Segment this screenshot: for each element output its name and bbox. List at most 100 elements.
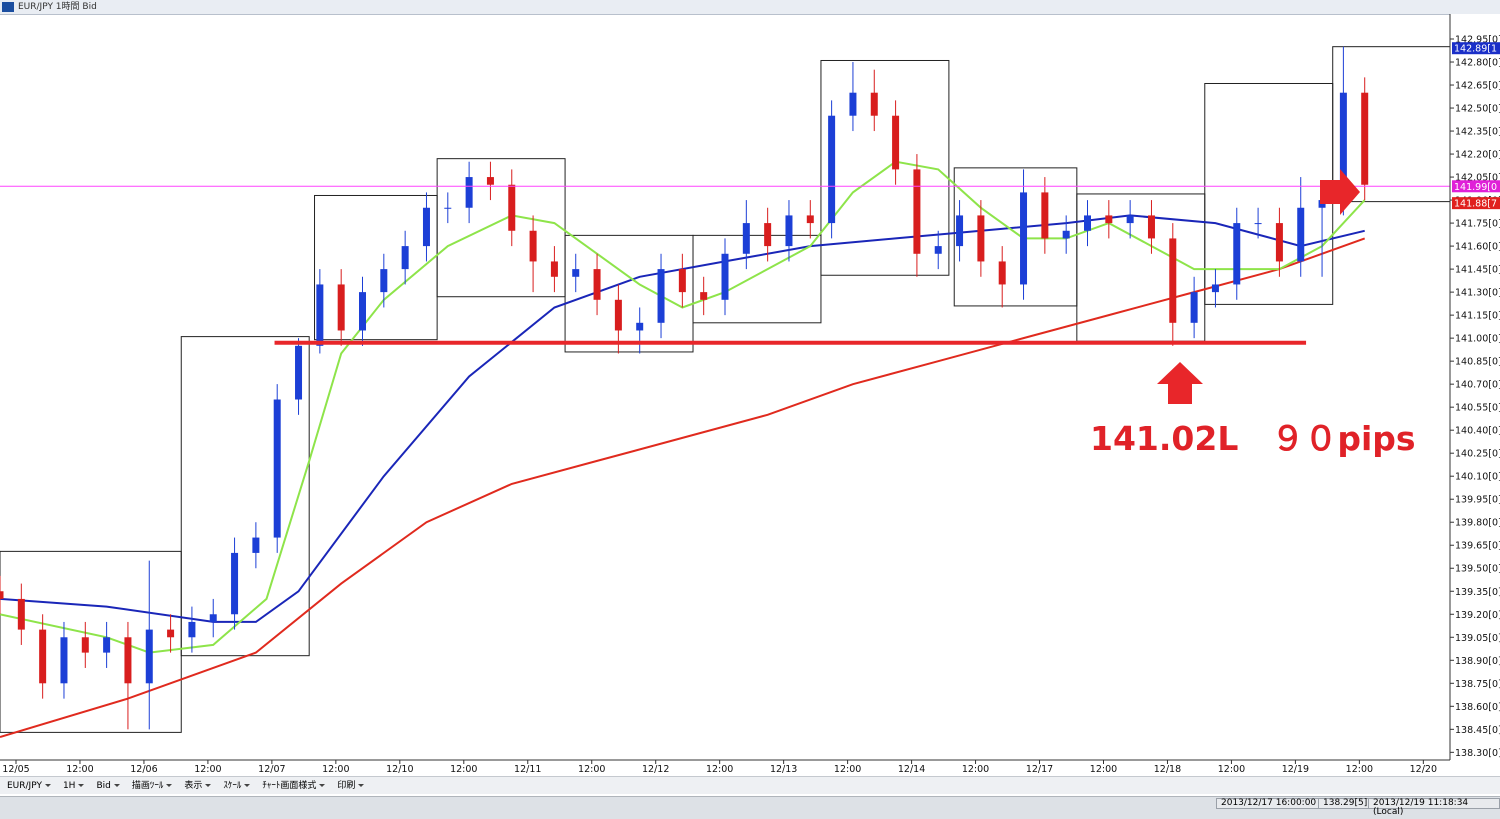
- candle-body: [593, 269, 601, 300]
- x-tick-label: 12:00: [962, 764, 989, 775]
- dropdown-arrow: [244, 784, 251, 787]
- y-tick-label: 141.15[0]: [1455, 311, 1500, 322]
- candle-body: [1275, 223, 1283, 262]
- candle-body: [252, 537, 260, 553]
- toolbar: EUR/JPY 1H Bid 描画ﾂｰﾙ 表示 ｽｹｰﾙ ﾁｬｰﾄ画面様式 印刷: [0, 776, 1500, 794]
- candle-body: [1190, 292, 1198, 323]
- candle-body: [700, 292, 708, 300]
- price-flag-label: 141.88[7: [1454, 199, 1497, 210]
- app-icon: [2, 2, 14, 12]
- y-tick-label: 139.80[0]: [1455, 518, 1500, 529]
- y-tick-label: 140.55[0]: [1455, 403, 1500, 414]
- toolbar-dropdown[interactable]: ﾁｬｰﾄ画面様式: [259, 777, 328, 794]
- candle-body: [465, 177, 473, 208]
- y-tick-label: 141.60[0]: [1455, 242, 1500, 253]
- x-tick-label: 12:00: [322, 764, 349, 775]
- x-tick-label: 12/19: [1282, 764, 1309, 775]
- x-tick-label: 12/18: [1154, 764, 1181, 775]
- x-tick-label: 12/07: [258, 764, 285, 775]
- candle-body: [529, 230, 537, 262]
- candle-body: [444, 207, 452, 209]
- candle-body: [636, 322, 644, 331]
- candle-body: [188, 621, 196, 638]
- dropdown-label: EUR/JPY: [7, 780, 42, 791]
- status-field: 138.29[5]: [1318, 798, 1373, 809]
- candle-body: [1211, 284, 1219, 293]
- y-tick-label: 142.05[0]: [1455, 173, 1500, 184]
- y-tick-label: 140.70[0]: [1455, 380, 1500, 391]
- candle-body: [550, 261, 558, 277]
- price-flag-label: 142.89[1: [1454, 44, 1497, 55]
- candle-body: [359, 292, 366, 331]
- candle-body: [1084, 215, 1091, 231]
- y-tick-label: 138.90[0]: [1455, 656, 1500, 667]
- x-tick-label: 12:00: [834, 764, 861, 775]
- candle-body: [934, 246, 942, 254]
- y-tick-label: 139.35[0]: [1455, 587, 1500, 598]
- dropdown-arrow: [358, 784, 365, 787]
- candle-body: [1254, 223, 1262, 225]
- candle-body: [1361, 92, 1369, 185]
- toolbar-dropdown[interactable]: 描画ﾂｰﾙ: [129, 777, 176, 794]
- range-box: [820, 59, 950, 276]
- candle-body: [913, 169, 921, 254]
- toolbar-dropdown[interactable]: 印刷: [334, 777, 367, 794]
- dropdown-label: ﾁｬｰﾄ画面様式: [262, 780, 317, 791]
- candle-body: [145, 629, 153, 684]
- status-field: 2013/12/19 11:18:34 (Local): [1368, 798, 1500, 817]
- toolbar-dropdown[interactable]: ｽｹｰﾙ: [220, 777, 253, 794]
- dropdown-arrow: [319, 784, 326, 787]
- annotation: 141.02L ９０pips: [1090, 419, 1416, 458]
- x-tick-label: 12/11: [514, 764, 541, 775]
- y-tick-label: 142.95[0]: [1455, 35, 1500, 46]
- toolbar-dropdown[interactable]: 表示: [181, 777, 214, 794]
- candle-body: [614, 299, 622, 331]
- candle-body: [828, 115, 836, 224]
- dropdown-label: ｽｹｰﾙ: [223, 780, 242, 791]
- price-flag: [1452, 42, 1500, 55]
- candle-body: [1020, 192, 1028, 285]
- candle-body: [209, 614, 217, 622]
- candle-body: [1169, 238, 1177, 323]
- price-flag-label: 141.99[0: [1454, 182, 1497, 193]
- candle-body: [678, 269, 686, 293]
- y-tick-label: 139.95[0]: [1455, 495, 1500, 506]
- x-tick-label: 12/17: [1026, 764, 1053, 775]
- candle-body: [1126, 215, 1134, 224]
- candle-body: [657, 269, 665, 323]
- x-tick-label: 12/20: [1410, 764, 1437, 775]
- y-tick-label: 139.50[0]: [1455, 564, 1500, 575]
- toolbar-dropdown[interactable]: 1H: [60, 777, 88, 794]
- dropdown-arrow: [44, 784, 51, 787]
- dropdown-arrow: [205, 784, 212, 787]
- x-tick-label: 12:00: [1090, 764, 1117, 775]
- candle-body: [81, 637, 89, 653]
- candle-body: [785, 215, 793, 247]
- y-tick-label: 138.60[0]: [1455, 702, 1500, 713]
- moving-average: [0, 160, 1366, 654]
- y-axis-panel: [1450, 14, 1500, 776]
- candle-body: [422, 207, 430, 247]
- candle-body: [806, 215, 814, 224]
- candle-body: [39, 629, 47, 684]
- candle-body: [124, 637, 132, 684]
- candle-body: [1062, 230, 1070, 239]
- y-tick-label: 138.45[0]: [1455, 725, 1500, 736]
- x-tick-label: 12/12: [642, 764, 669, 775]
- x-tick-label: 12:00: [1346, 764, 1373, 775]
- x-tick-label: 12:00: [450, 764, 477, 775]
- candle-body: [977, 215, 985, 262]
- candle-body: [0, 591, 4, 599]
- toolbar-dropdown[interactable]: EUR/JPY: [4, 777, 54, 794]
- y-tick-label: 141.00[0]: [1455, 334, 1500, 345]
- dropdown-label: 1H: [62, 780, 76, 791]
- x-tick-label: 12:00: [1218, 764, 1245, 775]
- dropdown-label: 描画ﾂｰﾙ: [131, 780, 164, 791]
- price-flag: [1452, 197, 1500, 210]
- toolbar-dropdown[interactable]: Bid: [93, 777, 122, 794]
- title-bar: EUR/JPY 1時間 Bid: [0, 0, 1500, 15]
- y-tick-label: 142.50[0]: [1455, 104, 1500, 115]
- candle-body: [892, 115, 900, 170]
- status-bar: 2013/12/17 16:00:00 138.29[5] 2013/12/19 1…: [0, 796, 1500, 819]
